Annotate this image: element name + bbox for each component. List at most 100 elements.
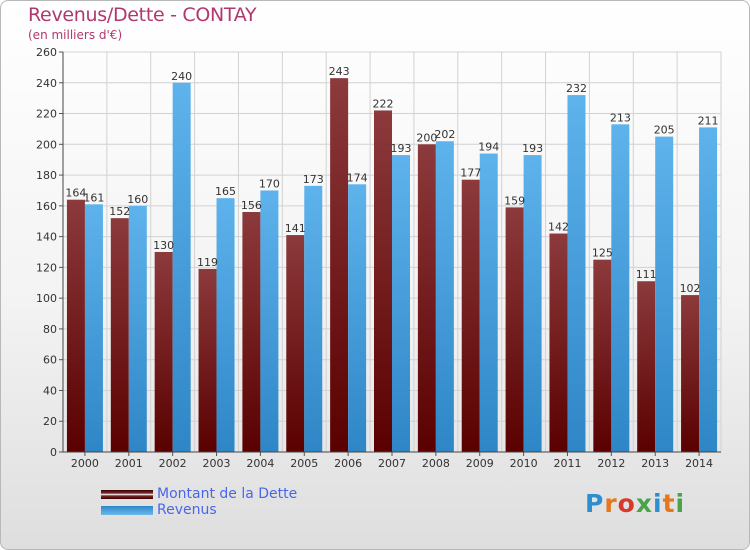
value-label: 193: [391, 142, 412, 155]
value-label: 213: [610, 111, 631, 124]
logo-letter: r: [604, 489, 618, 518]
bar-dette: [198, 268, 217, 452]
value-label: 111: [636, 268, 657, 281]
value-label: 202: [434, 128, 455, 141]
value-label: 173: [303, 173, 324, 186]
legend-label-dette: Montant de la Dette: [157, 486, 298, 502]
value-label: 200: [416, 131, 437, 144]
x-tick-label: 2008: [422, 457, 450, 470]
y-tick-label: 100: [36, 292, 57, 305]
bar-revenus: [304, 185, 323, 452]
value-label: 141: [285, 222, 306, 235]
legend-swatch-revenus: [101, 506, 153, 515]
bar-dette: [66, 199, 85, 452]
x-tick-label: 2000: [71, 457, 99, 470]
bar-dette: [461, 179, 480, 452]
logo-letter: t: [662, 489, 676, 518]
bar-revenus: [84, 204, 103, 452]
bar-revenus: [392, 155, 410, 453]
proxiti-logo: Proxiti: [585, 489, 685, 518]
x-tick-label: 2012: [597, 457, 625, 470]
y-tick-label: 200: [36, 138, 57, 151]
value-label: 156: [241, 199, 262, 212]
logo-letter: i: [675, 489, 686, 518]
x-tick-label: 2007: [378, 457, 406, 470]
value-label: 125: [592, 247, 613, 260]
bar-revenus: [611, 124, 630, 453]
bar-revenus: [479, 153, 498, 453]
value-label: 130: [153, 239, 174, 252]
axis-layer: 0 20 40 60 80 100 120 140 160 180 200 220 240 260 2000…: [36, 46, 721, 470]
value-label: 165: [215, 185, 236, 198]
logo-letter: i: [653, 489, 663, 518]
chart-subtitle: (en milliers d'€): [28, 28, 123, 42]
x-tick-label: 2002: [159, 457, 187, 470]
legend-label-revenus: Revenus: [157, 502, 217, 518]
bar-dette: [110, 218, 129, 452]
value-label: 193: [522, 142, 543, 155]
logo-letter: P: [585, 489, 605, 518]
value-label: 194: [478, 141, 499, 154]
bar-dette: [330, 78, 349, 453]
y-tick-label: 0: [50, 446, 57, 459]
bar-dette: [549, 233, 568, 452]
value-label: 205: [654, 124, 675, 137]
bar-revenus: [172, 82, 191, 453]
value-label: 161: [83, 191, 104, 204]
x-tick-label: 2014: [685, 457, 713, 470]
x-tick-label: 2004: [246, 457, 274, 470]
bar-revenus: [260, 190, 279, 452]
bar-dette: [417, 144, 436, 453]
value-label: 102: [680, 282, 701, 295]
logo-letter: x: [635, 489, 653, 518]
bar-revenus: [655, 136, 674, 452]
y-tick-label: 60: [43, 354, 57, 367]
bar-dette: [681, 295, 700, 452]
bar-revenus: [348, 184, 367, 453]
bar-revenus: [567, 95, 586, 453]
value-label: 119: [197, 256, 218, 269]
value-label: 152: [109, 205, 130, 218]
y-tick-label: 140: [36, 231, 57, 244]
value-label: 177: [460, 167, 481, 180]
y-tick-label: 40: [43, 384, 57, 397]
bar-dette: [505, 207, 524, 452]
y-tick-label: 220: [36, 108, 57, 121]
bar-revenus: [699, 127, 718, 452]
value-label: 159: [504, 194, 525, 207]
value-label: 240: [171, 70, 192, 83]
y-tick-label: 260: [36, 46, 57, 59]
bar-dette: [154, 252, 173, 452]
value-label: 232: [566, 82, 587, 95]
value-label: 142: [548, 221, 569, 234]
x-tick-label: 2011: [553, 457, 581, 470]
value-label: 211: [698, 114, 719, 127]
bar-dette: [286, 235, 305, 452]
y-tick-label: 20: [43, 415, 57, 428]
x-tick-label: 2005: [290, 457, 318, 470]
bar-dette: [242, 212, 261, 452]
logo-letter: o: [617, 489, 636, 518]
bar-dette: [593, 259, 612, 452]
bar-revenus: [523, 155, 542, 453]
bar-revenus: [216, 198, 235, 452]
bar-dette: [637, 281, 656, 452]
y-tick-label: 80: [43, 323, 57, 336]
x-tick-label: 2009: [466, 457, 494, 470]
y-tick-label: 160: [36, 200, 57, 213]
y-tick-label: 120: [36, 261, 57, 274]
bar-dette: [374, 110, 392, 452]
x-tick-label: 2006: [334, 457, 362, 470]
value-label: 222: [373, 97, 394, 110]
y-tick-label: 180: [36, 169, 57, 182]
bar-revenus: [435, 141, 454, 452]
x-tick-label: 2001: [115, 457, 143, 470]
y-tick-label: 240: [36, 77, 57, 90]
x-tick-label: 2010: [510, 457, 538, 470]
value-label: 160: [127, 193, 148, 206]
value-label: 174: [347, 171, 368, 184]
x-tick-label: 2013: [641, 457, 669, 470]
bar-revenus: [128, 205, 147, 452]
